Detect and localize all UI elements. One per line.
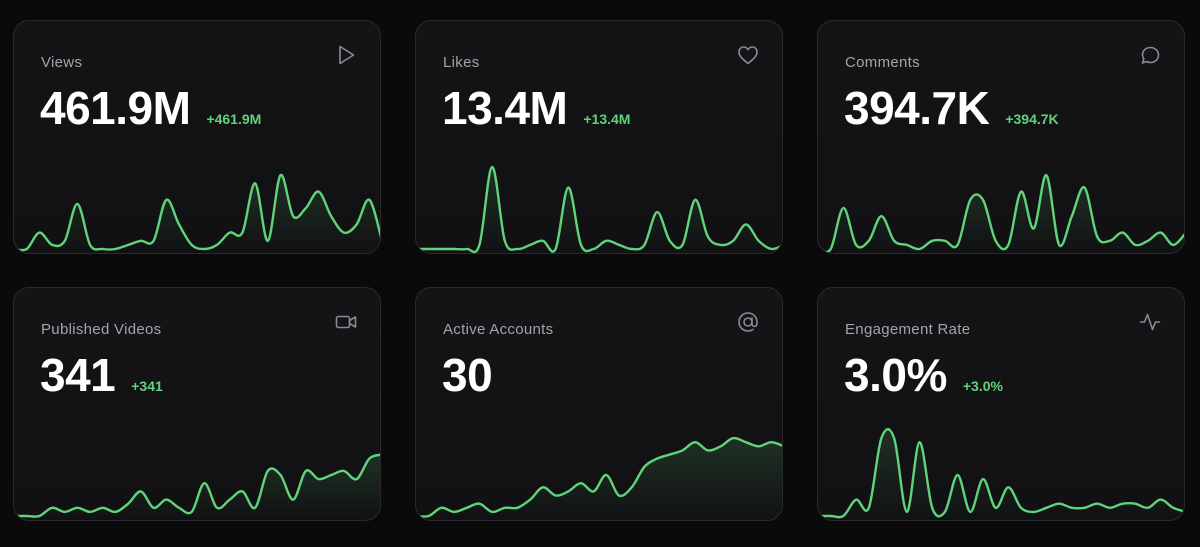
value-row: 341 +341 xyxy=(40,348,163,402)
at-sign-icon xyxy=(736,310,760,334)
card-value: 341 xyxy=(40,349,116,401)
card-value: 30 xyxy=(442,349,493,401)
heart-icon xyxy=(736,43,760,67)
sparkline-line xyxy=(818,427,1184,519)
sparkline-line xyxy=(818,173,1184,253)
sparkline-area xyxy=(416,438,782,520)
card-value: 3.0% xyxy=(844,349,947,401)
value-row: 461.9M +461.9M xyxy=(40,81,261,135)
value-row: 13.4M +13.4M xyxy=(442,81,630,135)
sparkline-line xyxy=(14,173,380,252)
card-delta: +394.7K xyxy=(1005,111,1059,127)
engagement-rate-card[interactable]: Engagement Rate 3.0% +3.0% xyxy=(817,287,1185,521)
active-accounts-card[interactable]: Active Accounts 30 xyxy=(415,287,783,521)
value-row: 30 xyxy=(442,348,508,402)
card-label: Engagement Rate xyxy=(845,321,971,338)
card-value: 13.4M xyxy=(442,82,568,134)
activity-icon xyxy=(1138,310,1162,334)
card-delta: +341 xyxy=(131,378,163,394)
likes-card[interactable]: Likes 13.4M +13.4M xyxy=(415,20,783,254)
sparkline-area xyxy=(416,166,782,253)
published-videos-card[interactable]: Published Videos 341 +341 xyxy=(13,287,381,521)
sparkline-line xyxy=(14,453,380,518)
value-row: 3.0% +3.0% xyxy=(844,348,1003,402)
message-circle-icon xyxy=(1138,43,1162,67)
comments-sparkline xyxy=(818,173,1184,253)
card-label: Likes xyxy=(443,54,480,71)
card-value: 394.7K xyxy=(844,82,990,134)
sparkline-line xyxy=(416,436,782,518)
card-label: Published Videos xyxy=(41,321,162,338)
sparkline-area xyxy=(14,454,380,520)
play-icon xyxy=(334,43,358,67)
views-card[interactable]: Views 461.9M +461.9M xyxy=(13,20,381,254)
card-value: 461.9M xyxy=(40,82,191,134)
sparkline-area xyxy=(818,175,1184,253)
active-accounts-sparkline xyxy=(416,436,782,520)
comments-card[interactable]: Comments 394.7K +394.7K xyxy=(817,20,1185,254)
sparkline-area xyxy=(14,175,380,253)
card-delta: +13.4M xyxy=(583,111,631,127)
sparkline-line xyxy=(416,165,782,253)
engagement-rate-sparkline xyxy=(818,427,1184,520)
likes-sparkline xyxy=(416,165,782,253)
card-delta: +461.9M xyxy=(206,111,262,127)
published-videos-sparkline xyxy=(14,453,380,520)
views-sparkline xyxy=(14,173,380,253)
card-label: Views xyxy=(41,54,83,71)
card-label: Comments xyxy=(845,54,920,71)
video-icon xyxy=(334,310,358,334)
sparkline-area xyxy=(818,429,1184,520)
value-row: 394.7K +394.7K xyxy=(844,81,1059,135)
card-delta: +3.0% xyxy=(962,378,1003,394)
card-label: Active Accounts xyxy=(443,321,554,338)
